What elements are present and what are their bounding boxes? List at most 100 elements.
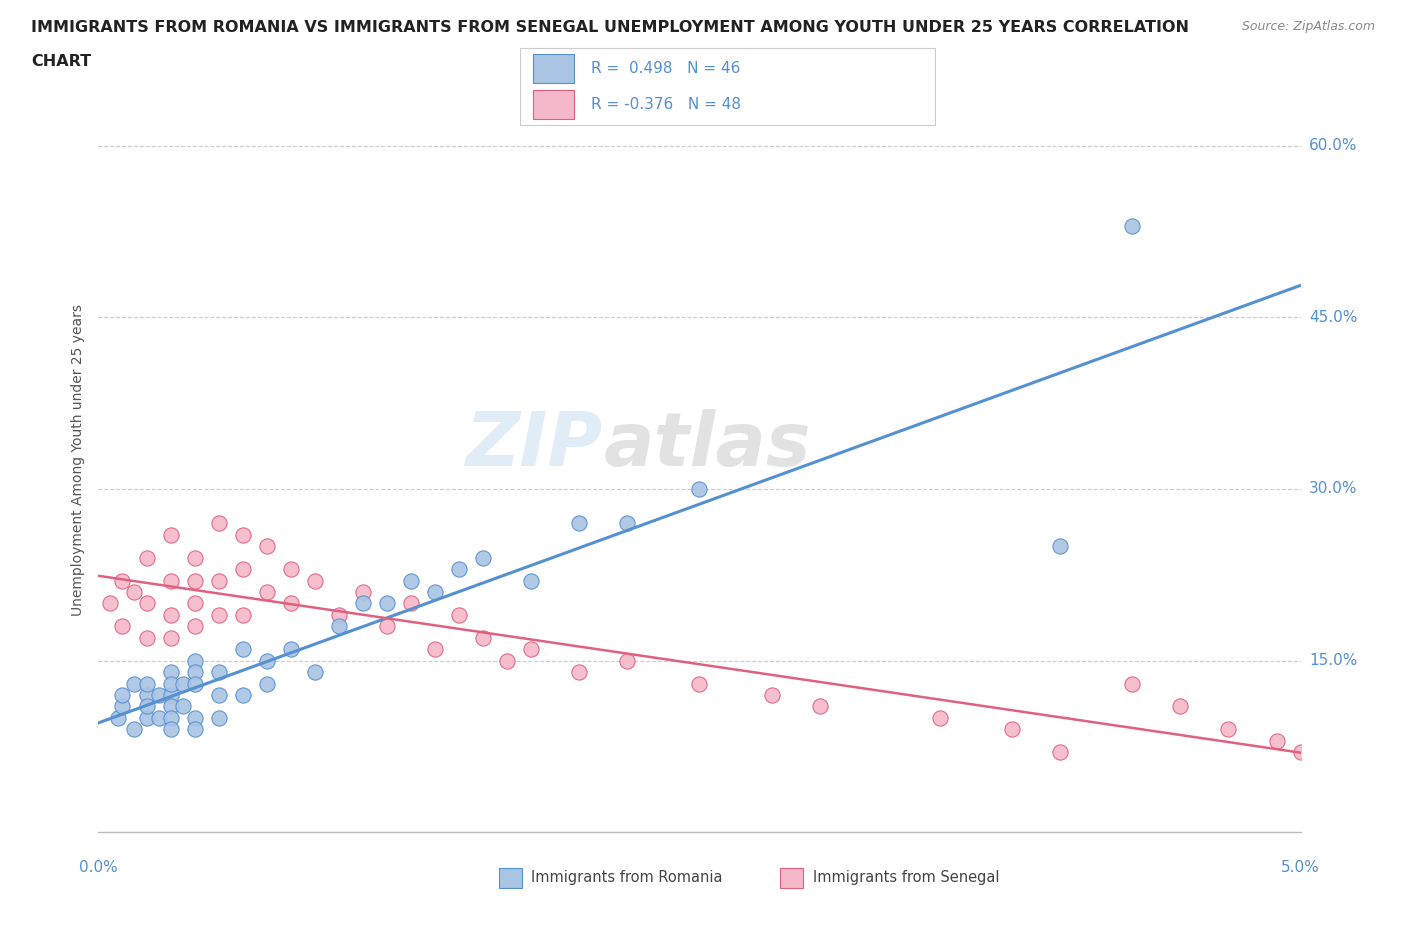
- Point: [208, 711, 231, 725]
- Point: [135, 676, 157, 691]
- Point: [1001, 722, 1024, 737]
- Point: [208, 665, 231, 680]
- Point: [232, 527, 254, 542]
- Point: [304, 573, 326, 588]
- Point: [447, 562, 470, 577]
- Point: [159, 687, 181, 702]
- Point: [399, 596, 422, 611]
- Point: [159, 631, 181, 645]
- Text: Immigrants from Romania: Immigrants from Romania: [531, 870, 723, 885]
- Point: [183, 551, 205, 565]
- Point: [1049, 538, 1071, 553]
- Point: [375, 618, 398, 633]
- Text: R =  0.498   N = 46: R = 0.498 N = 46: [591, 60, 740, 75]
- Point: [232, 687, 254, 702]
- Point: [135, 699, 157, 714]
- Point: [761, 687, 783, 702]
- Point: [352, 596, 374, 611]
- Point: [124, 585, 146, 600]
- Text: CHART: CHART: [31, 54, 91, 69]
- Point: [100, 596, 122, 611]
- Point: [172, 699, 194, 714]
- Point: [135, 687, 157, 702]
- Text: IMMIGRANTS FROM ROMANIA VS IMMIGRANTS FROM SENEGAL UNEMPLOYMENT AMONG YOUTH UNDE: IMMIGRANTS FROM ROMANIA VS IMMIGRANTS FR…: [31, 20, 1189, 35]
- Point: [135, 631, 157, 645]
- Point: [183, 596, 205, 611]
- Text: atlas: atlas: [603, 409, 811, 482]
- Point: [159, 607, 181, 622]
- Bar: [533, 54, 574, 83]
- Point: [159, 527, 181, 542]
- Bar: [533, 89, 574, 118]
- Point: [183, 665, 205, 680]
- Point: [447, 607, 470, 622]
- Point: [208, 516, 231, 531]
- Point: [124, 676, 146, 691]
- Point: [568, 665, 591, 680]
- Point: [1289, 745, 1312, 760]
- Point: [148, 687, 170, 702]
- Point: [256, 653, 278, 668]
- Text: 5.0%: 5.0%: [1281, 860, 1320, 875]
- Point: [929, 711, 952, 725]
- Point: [232, 607, 254, 622]
- Point: [111, 699, 134, 714]
- Point: [423, 642, 446, 657]
- Point: [280, 562, 302, 577]
- Point: [399, 573, 422, 588]
- Point: [159, 676, 181, 691]
- Point: [1121, 219, 1143, 233]
- Point: [375, 596, 398, 611]
- Text: 60.0%: 60.0%: [1309, 138, 1357, 153]
- Point: [183, 676, 205, 691]
- Point: [472, 551, 495, 565]
- Point: [256, 585, 278, 600]
- Point: [148, 711, 170, 725]
- Point: [1170, 699, 1192, 714]
- Point: [688, 676, 710, 691]
- Point: [423, 585, 446, 600]
- Point: [520, 642, 543, 657]
- Point: [183, 711, 205, 725]
- Point: [256, 676, 278, 691]
- Point: [111, 687, 134, 702]
- Point: [159, 573, 181, 588]
- Point: [135, 596, 157, 611]
- Point: [183, 653, 205, 668]
- Text: ZIP: ZIP: [465, 409, 603, 482]
- Point: [616, 516, 638, 531]
- Point: [1049, 745, 1071, 760]
- Point: [183, 618, 205, 633]
- Point: [256, 538, 278, 553]
- Point: [183, 722, 205, 737]
- Point: [159, 711, 181, 725]
- Point: [496, 653, 519, 668]
- Text: 0.0%: 0.0%: [79, 860, 118, 875]
- Point: [135, 551, 157, 565]
- Text: Source: ZipAtlas.com: Source: ZipAtlas.com: [1241, 20, 1375, 33]
- Point: [520, 573, 543, 588]
- Point: [808, 699, 831, 714]
- Point: [280, 642, 302, 657]
- Point: [568, 516, 591, 531]
- Point: [328, 607, 350, 622]
- Point: [208, 573, 231, 588]
- Text: 15.0%: 15.0%: [1309, 653, 1357, 668]
- Point: [107, 711, 129, 725]
- Point: [472, 631, 495, 645]
- Point: [280, 596, 302, 611]
- Point: [124, 722, 146, 737]
- Point: [111, 573, 134, 588]
- Point: [183, 573, 205, 588]
- Point: [159, 722, 181, 737]
- Point: [172, 676, 194, 691]
- Point: [208, 607, 231, 622]
- Point: [1121, 676, 1143, 691]
- Point: [1265, 734, 1288, 749]
- Point: [208, 687, 231, 702]
- Point: [616, 653, 638, 668]
- Point: [328, 618, 350, 633]
- Point: [688, 482, 710, 497]
- Point: [304, 665, 326, 680]
- Text: Immigrants from Senegal: Immigrants from Senegal: [813, 870, 1000, 885]
